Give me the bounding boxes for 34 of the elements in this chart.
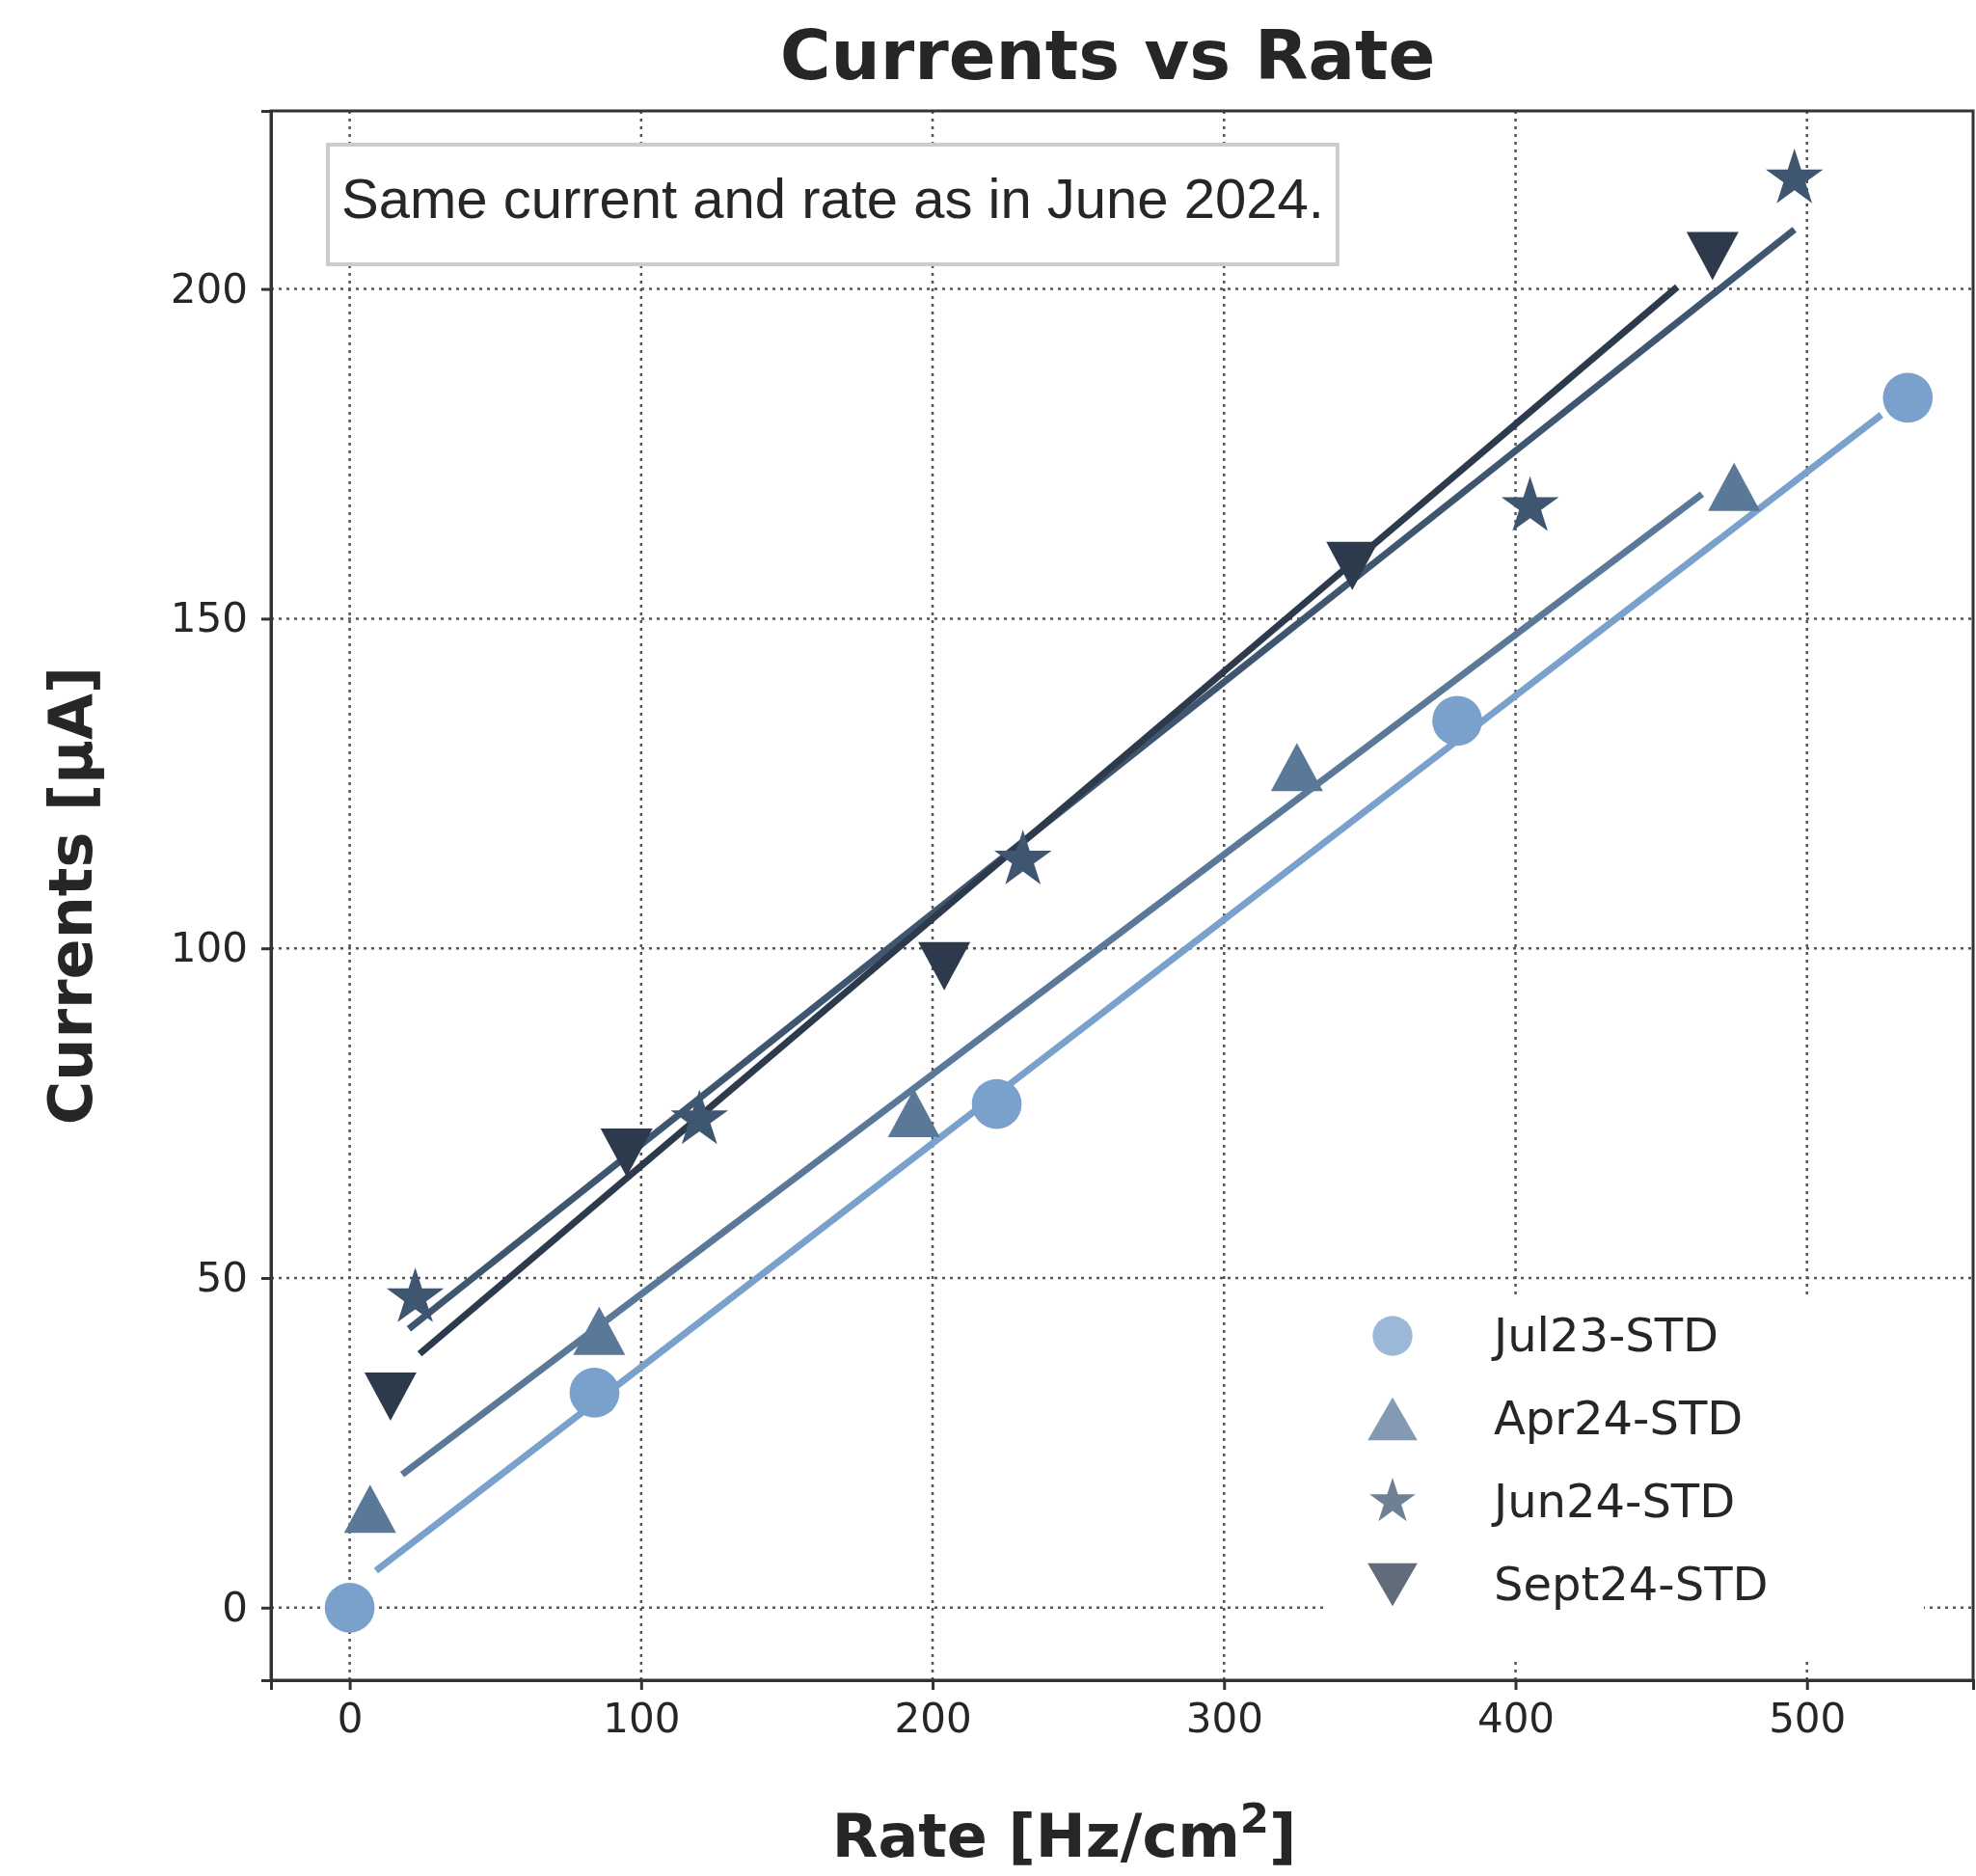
point [971, 1078, 1022, 1129]
legend-label: Jun24-STD [1491, 1474, 1736, 1528]
y-axis-title: Currents [µA] [36, 666, 106, 1126]
point [324, 1583, 375, 1633]
point [569, 1368, 620, 1418]
x-tick-label: 500 [1769, 1694, 1847, 1742]
point [1432, 695, 1482, 747]
annotation: Same current and rate as in June 2024. [341, 167, 1324, 230]
x-tick-label: 400 [1476, 1694, 1556, 1742]
y-tick-label: 100 [170, 924, 248, 972]
point [1270, 743, 1323, 792]
chart-title: Currents vs Rate [779, 14, 1436, 95]
point [1326, 541, 1379, 590]
point [887, 1089, 940, 1138]
x-axis-title: Rate [Hz/cm$^{2}$] [831, 1794, 1297, 1871]
legend-label: Jul23-STD [1491, 1308, 1719, 1362]
point [1882, 372, 1934, 423]
point [573, 1306, 626, 1355]
y-tick-label: 150 [170, 594, 248, 642]
y-tick-label: 50 [196, 1253, 248, 1301]
point [1686, 231, 1739, 281]
legend-label: Apr24-STD [1494, 1391, 1744, 1445]
y-tick-label: 0 [222, 1583, 248, 1631]
point [343, 1484, 396, 1534]
point [1708, 462, 1761, 511]
point [364, 1373, 417, 1422]
point [600, 1128, 653, 1178]
x-tick-label: 100 [603, 1694, 681, 1742]
legend-label: Sept24-STD [1494, 1557, 1769, 1611]
y-tick-label: 200 [170, 264, 248, 313]
x-tick-label: 0 [337, 1694, 364, 1742]
point [918, 941, 971, 991]
x-tick-label: 300 [1185, 1694, 1263, 1742]
x-tick-label: 200 [894, 1694, 972, 1742]
